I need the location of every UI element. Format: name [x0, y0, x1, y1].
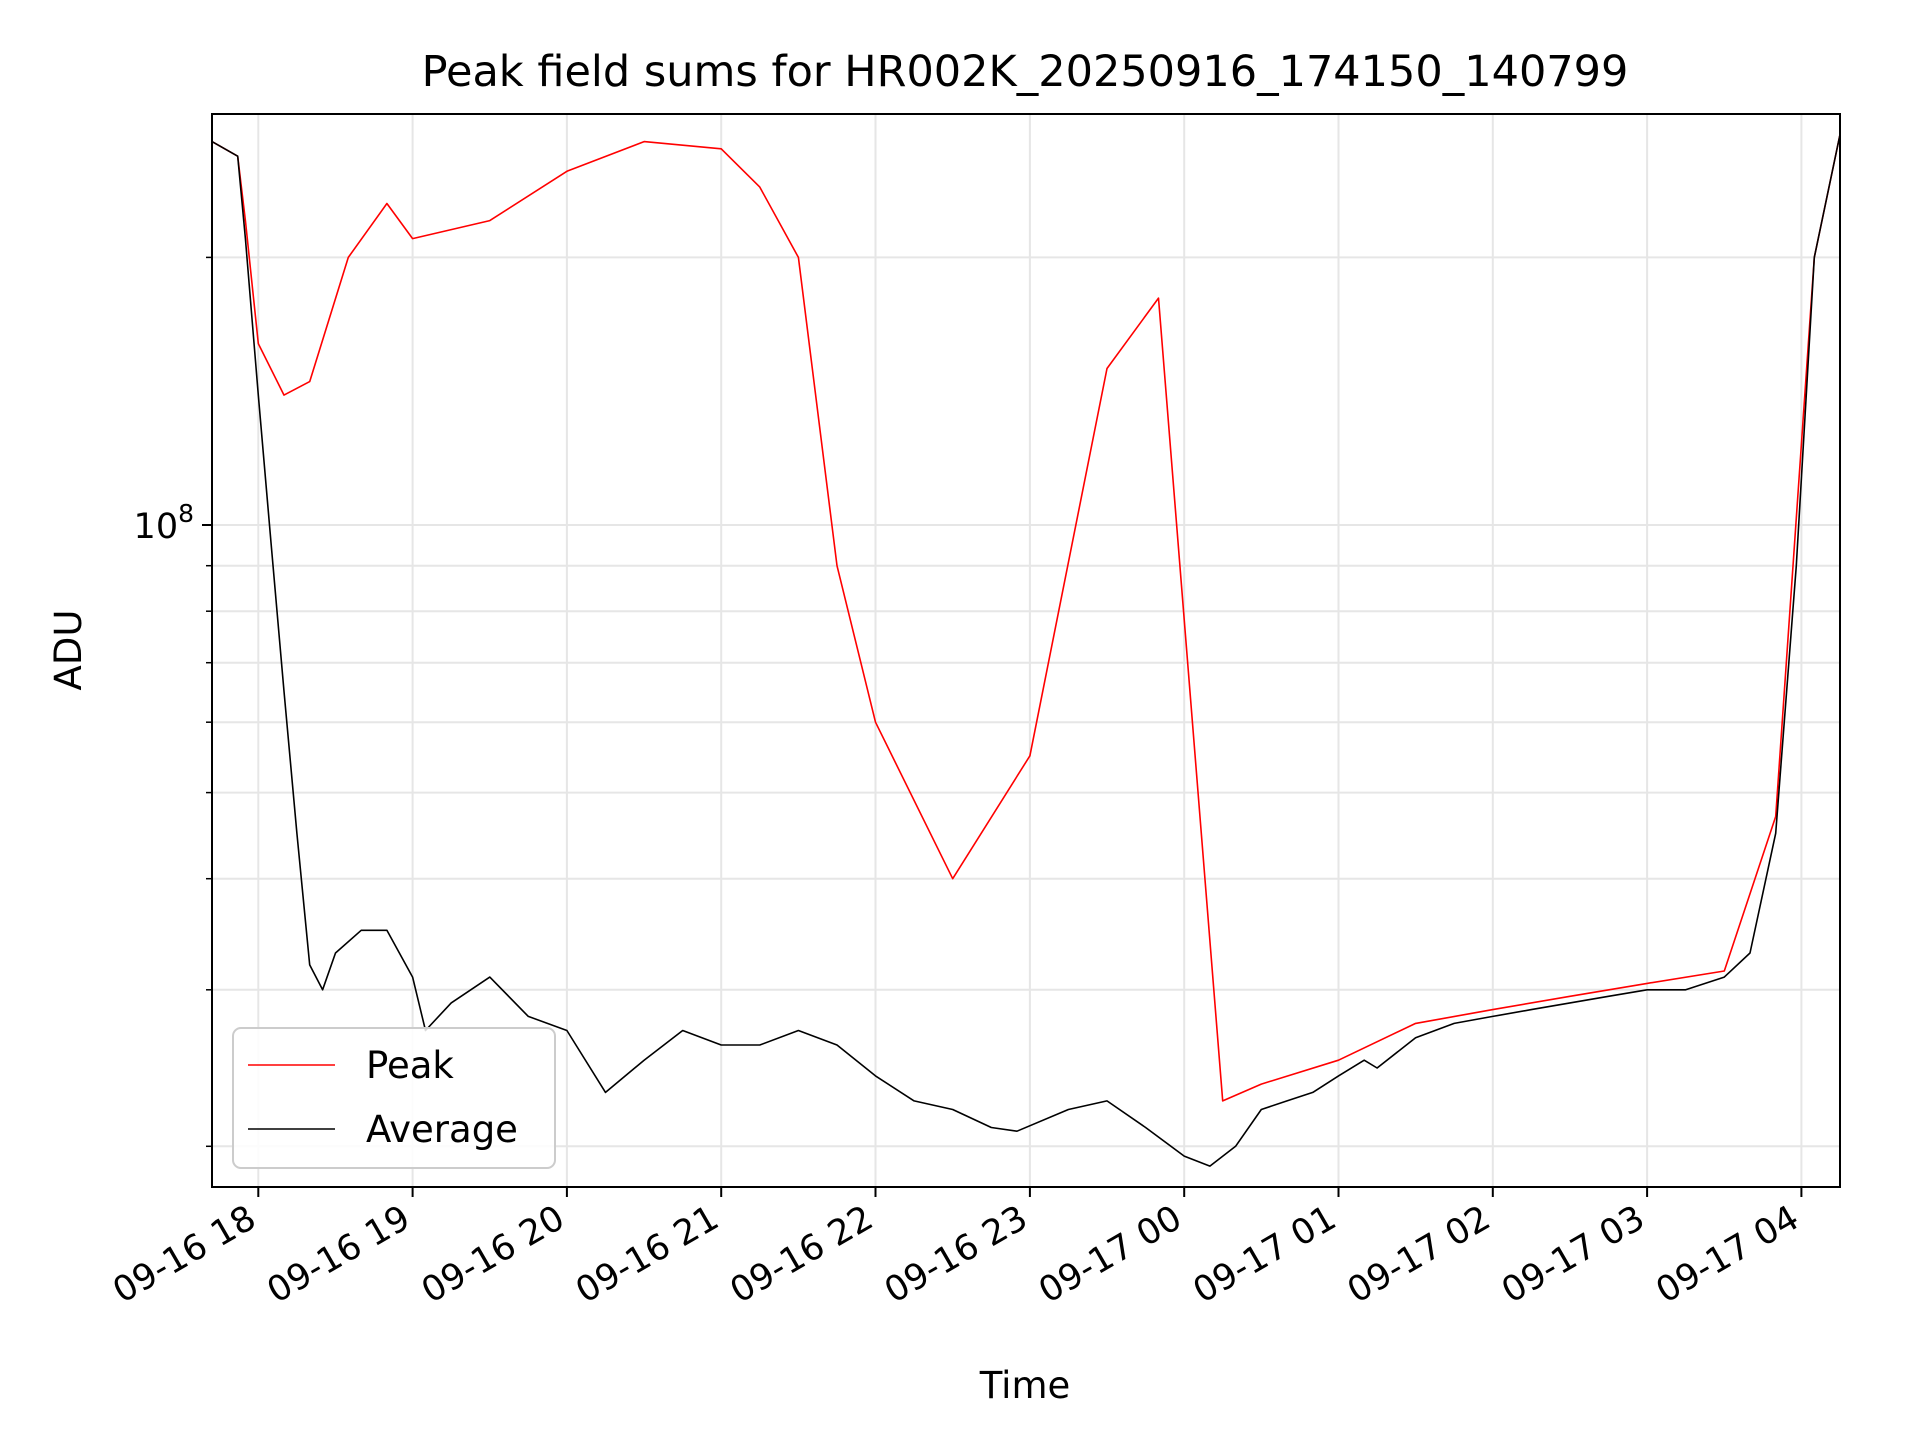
series-average-line [211, 134, 1841, 1167]
series-peak-line [211, 134, 1841, 1102]
series-layer [211, 134, 1841, 1167]
y-axis: 108 [134, 256, 212, 1148]
legend: Peak Average [232, 1027, 556, 1169]
plot-frame [211, 113, 1841, 1188]
chart-title: Peak field sums for HR002K_20250916_1741… [422, 47, 1629, 97]
y-axis-label: ADU [47, 610, 90, 691]
y-tick-label: 108 [134, 499, 194, 547]
grid [212, 114, 1840, 1187]
legend-peak-label: Peak [366, 1044, 454, 1087]
legend-average-label: Average [366, 1108, 518, 1151]
x-axis-label: Time [979, 1364, 1071, 1407]
legend-box [232, 1027, 556, 1169]
